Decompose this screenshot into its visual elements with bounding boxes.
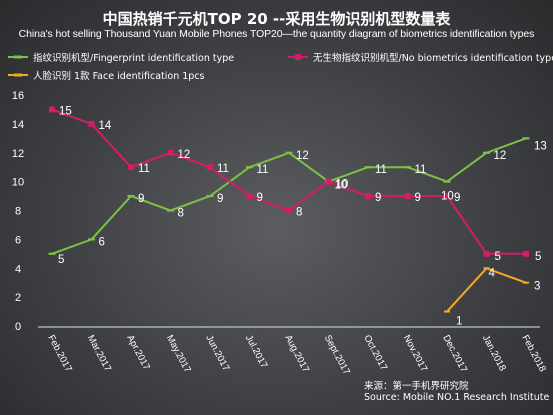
chart-subtitle: China's hot selling Thousand Yuan Mobile…: [18, 28, 535, 40]
data-label-no_biometrics: 5: [535, 251, 541, 263]
data-label-fingerprint: 11: [415, 164, 427, 176]
y-tick-label: 0: [15, 321, 21, 333]
source-line-chinese: 来源：第一手机界研究院: [364, 381, 469, 392]
data-label-face: 3: [534, 281, 540, 293]
data-label-no_biometrics: 10: [335, 180, 348, 192]
data-label-face: 1: [456, 316, 462, 328]
series-line-no_biometrics: [51, 108, 526, 255]
data-label-fingerprint: 11: [375, 164, 387, 176]
source-line-english: Source: Mobile NO.1 Research Institute: [364, 392, 550, 403]
data-point-no_biometrics: [483, 250, 490, 257]
x-tick-label: Feb.2018: [519, 333, 548, 374]
data-label-fingerprint: 9: [138, 193, 144, 205]
data-label-fingerprint: 6: [99, 236, 105, 248]
y-tick-label: 14: [12, 119, 24, 131]
x-tick-label: Feb.2017: [45, 333, 74, 374]
data-label-no_biometrics: 9: [375, 192, 381, 204]
data-point-no_biometrics: [325, 178, 332, 185]
data-point-no_biometrics: [286, 207, 292, 214]
data-point-no_biometrics: [444, 193, 450, 200]
data-label-no_biometrics: 14: [99, 120, 112, 132]
x-tick-label: Jun.2017: [203, 333, 231, 373]
data-label-no_biometrics: 9: [415, 192, 421, 204]
data-label-no_biometrics: 9: [257, 192, 263, 204]
data-label-fingerprint: 8: [178, 208, 184, 220]
legend-label-no_biometrics: 无生物指纹识别机型/No biometrics identification t…: [313, 52, 553, 64]
data-point-no_biometrics: [128, 164, 134, 171]
x-tick-label: Dec.2017: [440, 333, 469, 374]
data-label-fingerprint: 11: [257, 164, 269, 176]
data-label-face: 4: [489, 267, 496, 279]
data-point-no_biometrics: [246, 193, 253, 200]
data-point-no_biometrics: [49, 106, 55, 113]
data-point-no_biometrics: [167, 149, 174, 156]
data-label-no_biometrics: 9: [454, 192, 460, 204]
y-tick-label: 2: [15, 292, 21, 304]
legend-label-face: 人脸识别 1款 Face identification 1pcs: [33, 70, 205, 82]
data-label-no_biometrics: 5: [495, 251, 501, 263]
chart-legend: 指纹识别机型/Fingerprint identification type 无生…: [8, 52, 553, 82]
y-tick-label: 6: [15, 234, 21, 246]
y-tick-label: 12: [12, 148, 24, 160]
data-label-no_biometrics: 15: [59, 105, 72, 117]
data-label-fingerprint: 5: [58, 254, 64, 266]
y-tick-label: 4: [15, 263, 21, 275]
legend-marker-no_biometrics: [295, 54, 301, 60]
data-label-fingerprint: 10: [441, 191, 454, 203]
data-label-fingerprint: 13: [534, 140, 547, 152]
x-tick-label: May.2017: [164, 333, 193, 374]
x-tick-label: Mar.2017: [85, 333, 113, 373]
legend-label-fingerprint: 指纹识别机型/Fingerprint identification type: [33, 52, 234, 64]
data-label-no_biometrics: 11: [217, 163, 229, 175]
data-label-fingerprint: 12: [494, 150, 507, 162]
data-point-no_biometrics: [88, 120, 95, 127]
chart-series: [48, 106, 530, 313]
data-point-no_biometrics: [523, 250, 529, 257]
x-tick-label: Oct.2017: [361, 333, 389, 372]
data-label-no_biometrics: 11: [138, 163, 150, 175]
series-line-face: [446, 267, 527, 313]
x-tick-label: Apr.2017: [124, 333, 152, 372]
y-tick-label: 8: [15, 206, 21, 218]
data-label-no_biometrics: 12: [178, 149, 191, 161]
y-tick-label: 10: [12, 177, 24, 189]
data-point-no_biometrics: [404, 193, 411, 200]
data-point-no_biometrics: [365, 193, 371, 200]
data-label-fingerprint: 10: [336, 179, 349, 191]
data-label-fingerprint: 9: [217, 193, 223, 205]
x-tick-label: Sept.2017: [322, 333, 352, 376]
data-point-no_biometrics: [207, 164, 213, 171]
y-tick-label: 16: [12, 90, 24, 102]
data-label-no_biometrics: 8: [296, 207, 302, 219]
x-tick-label: Aug.2017: [282, 333, 311, 374]
x-tick-label: Nov.2017: [401, 333, 429, 373]
x-tick-label: Jul.2017: [243, 333, 270, 370]
x-tick-label: Jan.2018: [480, 333, 508, 373]
chart-title: 中国热销千元机TOP 20 --采用生物识别机型数量表: [102, 10, 451, 28]
data-label-fingerprint: 12: [296, 150, 309, 162]
